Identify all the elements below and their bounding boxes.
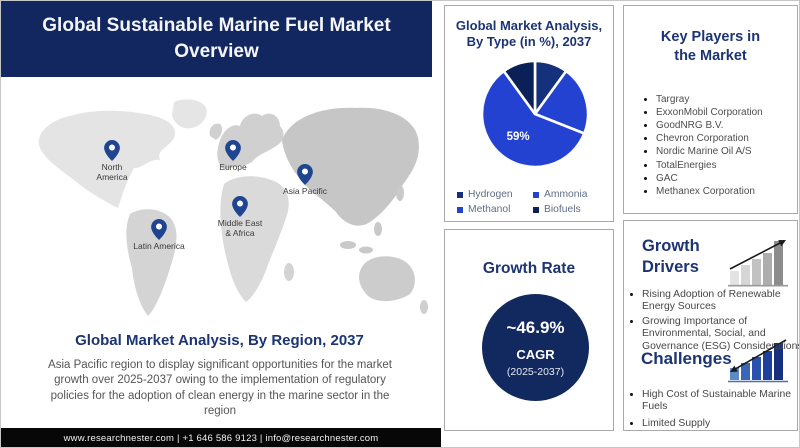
- list-item: TotalEnergies: [656, 160, 797, 172]
- location-pin-icon: [151, 219, 167, 240]
- map-pin-latin-america: Latin America: [124, 219, 194, 251]
- list-item: GAC: [656, 173, 797, 185]
- island-philippines: [374, 222, 382, 236]
- map-pin-europe: Europe: [198, 140, 268, 172]
- world-map-image: [38, 99, 428, 316]
- legend-swatch-icon: [457, 206, 463, 213]
- legend-swatch-icon: [457, 191, 463, 198]
- ascending-bars-down-arrow-icon: [728, 339, 788, 383]
- legend-item-hydrogen: Hydrogen: [457, 189, 527, 200]
- island-japan: [396, 185, 404, 201]
- location-pin-icon: [297, 164, 313, 185]
- pie-slice-methanol: [480, 69, 586, 169]
- list-item: ExxonMobil Corporation: [656, 107, 797, 119]
- growth-rate-heading: Growth Rate: [482, 260, 576, 277]
- list-item: Targray: [656, 94, 797, 106]
- key-players-heading: Key Players in the Market: [660, 29, 761, 64]
- cagr-period: (2025-2037): [506, 365, 565, 378]
- cagr-label: CAGR: [516, 346, 555, 362]
- list-item: High Cost of Sustainable Marine Fuels: [642, 389, 792, 414]
- growth-drivers-list: Rising Adoption of Renewable Energy Sour…: [628, 289, 799, 355]
- key-players-list: TargrayExxonMobil CorporationGoodNRG B.V…: [624, 94, 797, 198]
- location-pin-icon: [225, 140, 241, 161]
- map-pin-middle-east-africa: Middle East & Africa: [205, 196, 275, 238]
- footer-contact-text: www.researchnester.com | +1 646 586 9123…: [63, 433, 379, 444]
- region-label: Asia Pacific: [283, 186, 327, 196]
- pie-chart: 59%: [479, 58, 591, 170]
- continent-australia: [359, 256, 415, 302]
- legend-item-methanol: Methanol: [457, 204, 527, 215]
- region-label: Latin America: [133, 241, 185, 251]
- legend-item-biofuels: Biofuels: [533, 204, 603, 215]
- title-banner: Global Sustainable Marine Fuel Market Ov…: [1, 1, 432, 77]
- growth-rate-panel: Growth Rate ~46.9% CAGR (2025-2037): [444, 229, 614, 431]
- region-label: North America: [96, 162, 128, 183]
- continent-asia: [282, 107, 419, 226]
- map-pin-asia-pacific: Asia Pacific: [270, 164, 340, 196]
- market-by-type-panel: Global Market Analysis, By Type (in %), …: [444, 5, 614, 222]
- list-item: Limited Supply: [642, 418, 792, 430]
- island-new-zealand: [420, 300, 428, 314]
- cagr-value: ~46.9%: [506, 317, 565, 337]
- legend-swatch-icon: [533, 206, 539, 213]
- list-item: Nordic Marine Oil A/S: [656, 146, 797, 158]
- continent-greenland: [172, 99, 207, 129]
- location-pin-icon: [104, 140, 120, 161]
- drivers-challenges-panel: Growth Drivers Rising Adoption of Renewa…: [623, 220, 799, 434]
- ascending-bars-up-arrow-icon: [728, 240, 788, 287]
- region-label: Europe: [219, 162, 247, 172]
- list-item: Rising Adoption of Renewable Energy Sour…: [642, 289, 799, 314]
- region-label: Middle East & Africa: [217, 218, 263, 239]
- island-madagascar: [284, 263, 294, 281]
- challenges-list: High Cost of Sustainable Marine Fuels Lim…: [628, 389, 792, 434]
- legend-item-ammonia: Ammonia: [533, 189, 603, 200]
- pie-data-label: 59%: [507, 131, 530, 143]
- location-pin-icon: [232, 196, 248, 217]
- island-indonesia-2: [359, 246, 373, 254]
- list-item: Methanex Corporation: [656, 186, 797, 198]
- challenges-heading: Challenges: [641, 349, 732, 368]
- world-map: North America Europe Asia Pacific Middle…: [26, 96, 431, 324]
- footer-bar: www.researchnester.com | +1 646 586 9123…: [1, 428, 441, 447]
- list-item: GoodNRG B.V.: [656, 120, 797, 132]
- region-section-description: Asia Pacific region to display significa…: [48, 359, 392, 417]
- pie-chart-svg: 59%: [480, 59, 590, 169]
- pie-slice-biofuels: [502, 59, 537, 116]
- island-indonesia-1: [340, 241, 356, 249]
- pie-legend: Hydrogen Ammonia Methanol Biofuels: [457, 189, 603, 215]
- continent-north-america: [38, 110, 176, 208]
- page-title: Global Sustainable Marine Fuel Market Ov…: [42, 15, 391, 62]
- list-item: Growing Importance of Environmental, Soc…: [642, 316, 799, 353]
- type-section-heading: Global Market Analysis, By Type (in %), …: [455, 18, 603, 50]
- map-pin-north-america: North America: [77, 140, 147, 182]
- region-section-heading: Global Market Analysis, By Region, 2037: [75, 332, 364, 349]
- legend-swatch-icon: [533, 191, 539, 198]
- growth-drivers-heading: Growth Drivers: [642, 237, 700, 276]
- island-uk: [209, 123, 223, 140]
- cagr-circle: ~46.9% CAGR (2025-2037): [482, 294, 589, 401]
- continent-south-america: [126, 209, 177, 316]
- list-item: Chevron Corporation: [656, 133, 797, 145]
- key-players-panel: Key Players in the Market TargrayExxonMo…: [623, 5, 798, 214]
